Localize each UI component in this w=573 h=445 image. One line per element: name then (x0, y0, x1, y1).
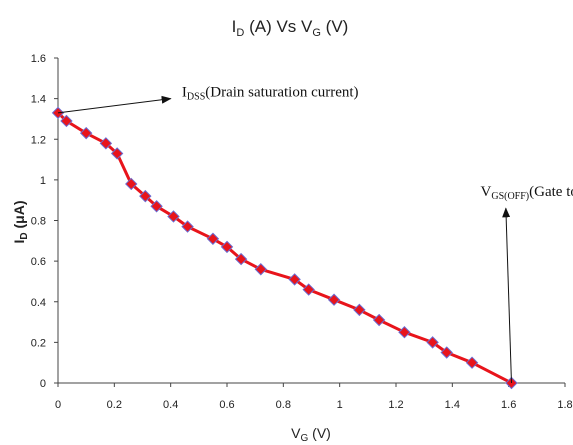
y-tick-label: 1.6 (31, 53, 46, 65)
y-ticks: 0 0.2 0.4 0.6 0.8 1 1.2 1.4 1.6 (31, 53, 58, 390)
x-tick-label: 1.2 (388, 399, 403, 411)
data-point (254, 263, 268, 276)
data-point (302, 283, 315, 296)
y-tick-label: 0 (40, 378, 46, 390)
x-tick-label: 0.2 (107, 399, 122, 411)
y-tick-label: 1.2 (31, 134, 46, 146)
data-point (79, 126, 93, 140)
data-point (51, 106, 65, 120)
data-point (440, 346, 453, 359)
data-point (426, 336, 439, 349)
series-line (56, 111, 513, 385)
x-tick-label: 1.8 (557, 399, 572, 411)
x-tick-label: 1 (337, 399, 343, 411)
data-point (139, 189, 152, 203)
chart-title: ID (A) Vs VG (V) (232, 17, 349, 39)
y-axis-label: ID (μA) (11, 200, 30, 243)
x-ticks: 0 0.2 0.4 0.6 0.8 1 1.2 1.4 1.6 1.8 (55, 383, 573, 411)
data-point (206, 232, 220, 245)
y-tick-label: 0.8 (31, 216, 46, 228)
y-tick-label: 0.6 (31, 256, 46, 268)
x-tick-label: 0.8 (276, 399, 291, 411)
x-tick-label: 1.6 (501, 399, 516, 411)
y-tick-label: 0.2 (31, 337, 46, 349)
x-tick-label: 0.6 (219, 399, 234, 411)
data-point (288, 273, 301, 286)
x-tick-label: 0.4 (163, 399, 178, 411)
data-point (125, 177, 138, 191)
annotation-arrow-vgsoff (502, 207, 512, 384)
annotation-label-idss: IDSS(Drain saturation current) (182, 85, 359, 103)
data-point (167, 210, 180, 223)
data-point (181, 220, 194, 233)
data-point (150, 200, 163, 213)
data-point (220, 240, 234, 254)
y-tick-label: 1.4 (31, 94, 46, 106)
data-point (234, 252, 248, 266)
data-point (465, 356, 479, 369)
x-tick-label: 0 (55, 399, 61, 411)
annotation-arrow-idss (57, 95, 172, 114)
y-tick-label: 1 (40, 175, 46, 187)
annotation-label-vgsoff: VGS(OFF)(Gate to source (481, 184, 573, 202)
series-group (51, 106, 518, 390)
data-point (327, 293, 341, 306)
data-point (353, 303, 366, 317)
data-point (60, 114, 73, 128)
x-axis-label: VG (V) (291, 425, 331, 444)
data-point (110, 147, 124, 160)
annotations: IDSS(Drain saturation current) VGS(OFF)(G… (57, 85, 573, 384)
x-tick-label: 1.4 (445, 399, 460, 411)
y-tick-label: 0.4 (31, 297, 46, 309)
data-point (398, 326, 411, 339)
data-point (99, 137, 113, 150)
axes (57, 58, 565, 384)
data-point (372, 313, 386, 327)
